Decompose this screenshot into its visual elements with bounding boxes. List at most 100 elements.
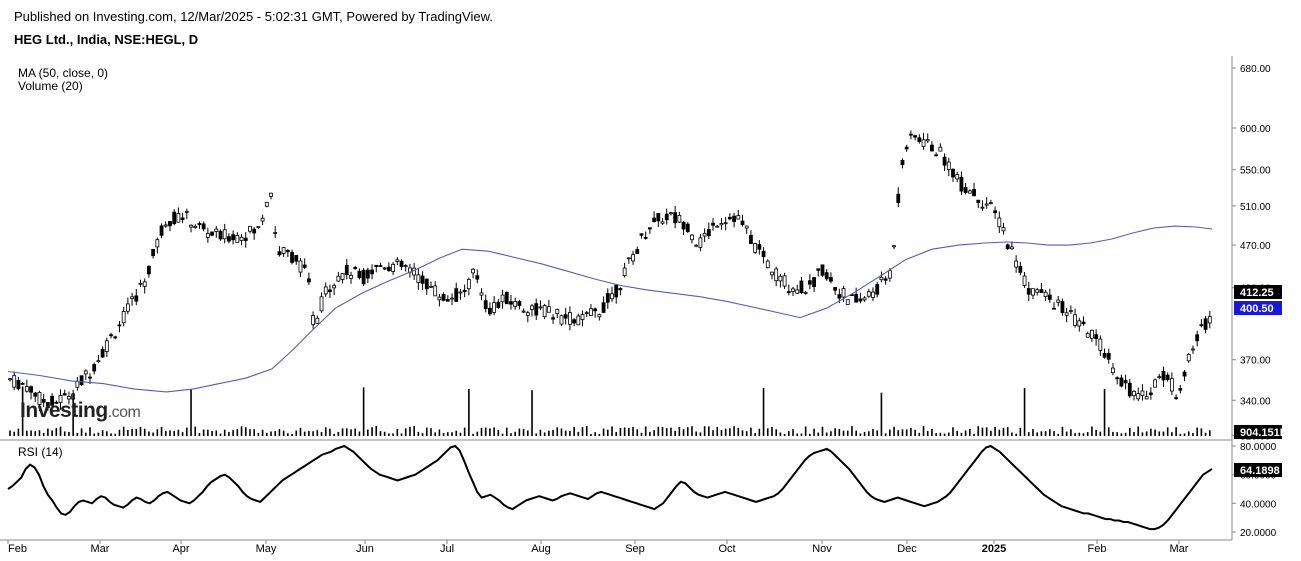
candle-body: [589, 308, 593, 316]
candle-body: [778, 275, 783, 282]
volume-bar: [581, 427, 584, 436]
candle-body: [378, 265, 383, 267]
volume-bar: [122, 426, 125, 436]
volume-bar: [969, 428, 971, 436]
volume-bar: [400, 433, 403, 436]
volume-bar: [699, 432, 702, 436]
candle-body: [610, 293, 614, 300]
candle-body: [770, 271, 774, 276]
volume-bar: [674, 430, 676, 436]
candle-body: [1203, 318, 1208, 330]
volume-bar: [1036, 432, 1038, 436]
volume-bar: [926, 430, 929, 436]
candle-body: [391, 263, 395, 272]
volume-bar: [101, 430, 104, 436]
candle-body: [88, 376, 92, 379]
volume-bar: [333, 433, 335, 436]
candle-body: [180, 217, 185, 220]
candle-body: [1132, 391, 1136, 397]
candle-body: [323, 286, 328, 295]
candle-body: [1026, 288, 1031, 295]
candle-body: [925, 139, 930, 142]
volume-bar: [59, 426, 62, 436]
volume-bar: [859, 433, 862, 436]
volume-bar: [1099, 431, 1102, 436]
volume-bar: [295, 430, 298, 436]
volume-bar: [598, 433, 601, 436]
candle-body: [252, 228, 257, 234]
volume-bar: [1171, 432, 1173, 436]
candle-body: [930, 144, 934, 152]
volume-bar: [493, 427, 495, 436]
volume-bar: [181, 432, 184, 436]
candle-body: [685, 223, 690, 233]
volume-bar: [981, 427, 984, 436]
volume-bar: [1179, 433, 1182, 436]
candle-body: [45, 402, 50, 409]
candle-body: [816, 268, 821, 271]
volume-bar: [1175, 427, 1177, 436]
volume-bar: [253, 429, 255, 436]
candle-body: [466, 279, 471, 290]
volume-bar: [771, 427, 773, 436]
volume-bar: [560, 428, 563, 436]
candle-body: [934, 154, 939, 157]
volume-bar: [1158, 431, 1161, 436]
volume-bar: [1070, 429, 1072, 436]
candle-body: [723, 222, 728, 225]
volume-bar: [463, 427, 466, 436]
candle-body: [445, 299, 450, 302]
candle-body: [972, 189, 976, 197]
volume-bar: [320, 432, 323, 436]
volume-bar: [1124, 432, 1127, 436]
candle-body: [824, 272, 829, 280]
volume-bar: [1002, 427, 1005, 436]
candle-body: [260, 217, 265, 222]
volume-bar: [383, 431, 386, 436]
volume-bar: [434, 432, 436, 436]
candle-body: [20, 382, 25, 385]
candle-body: [496, 301, 501, 308]
volume-bar: [606, 429, 609, 436]
candle-body: [1001, 227, 1006, 232]
candle-body: [1182, 371, 1187, 377]
candle-body: [917, 137, 922, 142]
volume-bar: [89, 427, 91, 436]
candle-body: [546, 306, 551, 313]
candle-body: [357, 270, 362, 279]
volume-bar: [404, 428, 407, 436]
volume-bar: [489, 428, 491, 436]
candle-body: [1073, 314, 1077, 326]
candle-body: [1174, 397, 1179, 399]
volume-bar: [708, 426, 710, 436]
volume-bar: [1061, 426, 1064, 436]
volume-bar: [13, 431, 16, 436]
volume-bar: [232, 430, 234, 436]
volume-bar: [219, 433, 222, 436]
volume-bar: [270, 431, 272, 436]
volume-bar: [451, 432, 453, 436]
last-price-badge: 412.25: [1240, 287, 1274, 299]
candle-body: [475, 275, 480, 280]
candle-body: [1119, 377, 1124, 387]
ma-indicator-label[interactable]: MA (50, close, 0): [18, 66, 109, 80]
candle-body: [235, 235, 240, 243]
candle-body: [281, 247, 286, 254]
volume-bar: [1192, 433, 1194, 436]
candle-body: [1031, 288, 1035, 296]
volume-bar: [1015, 433, 1017, 436]
volume-bar: [1137, 426, 1140, 436]
volume-bar: [947, 432, 950, 436]
candle-body: [854, 293, 859, 303]
candle-body: [399, 260, 404, 268]
volume-bar: [329, 428, 331, 436]
candle-body: [1148, 392, 1153, 396]
rsi-indicator-label[interactable]: RSI (14): [18, 445, 63, 459]
volume-indicator-label[interactable]: Volume (20): [18, 79, 83, 93]
candle-body: [382, 267, 387, 270]
volume-bar: [514, 431, 516, 436]
volume-bar: [867, 431, 870, 436]
volume-bar: [17, 428, 20, 436]
volume-bar: [1183, 433, 1186, 436]
